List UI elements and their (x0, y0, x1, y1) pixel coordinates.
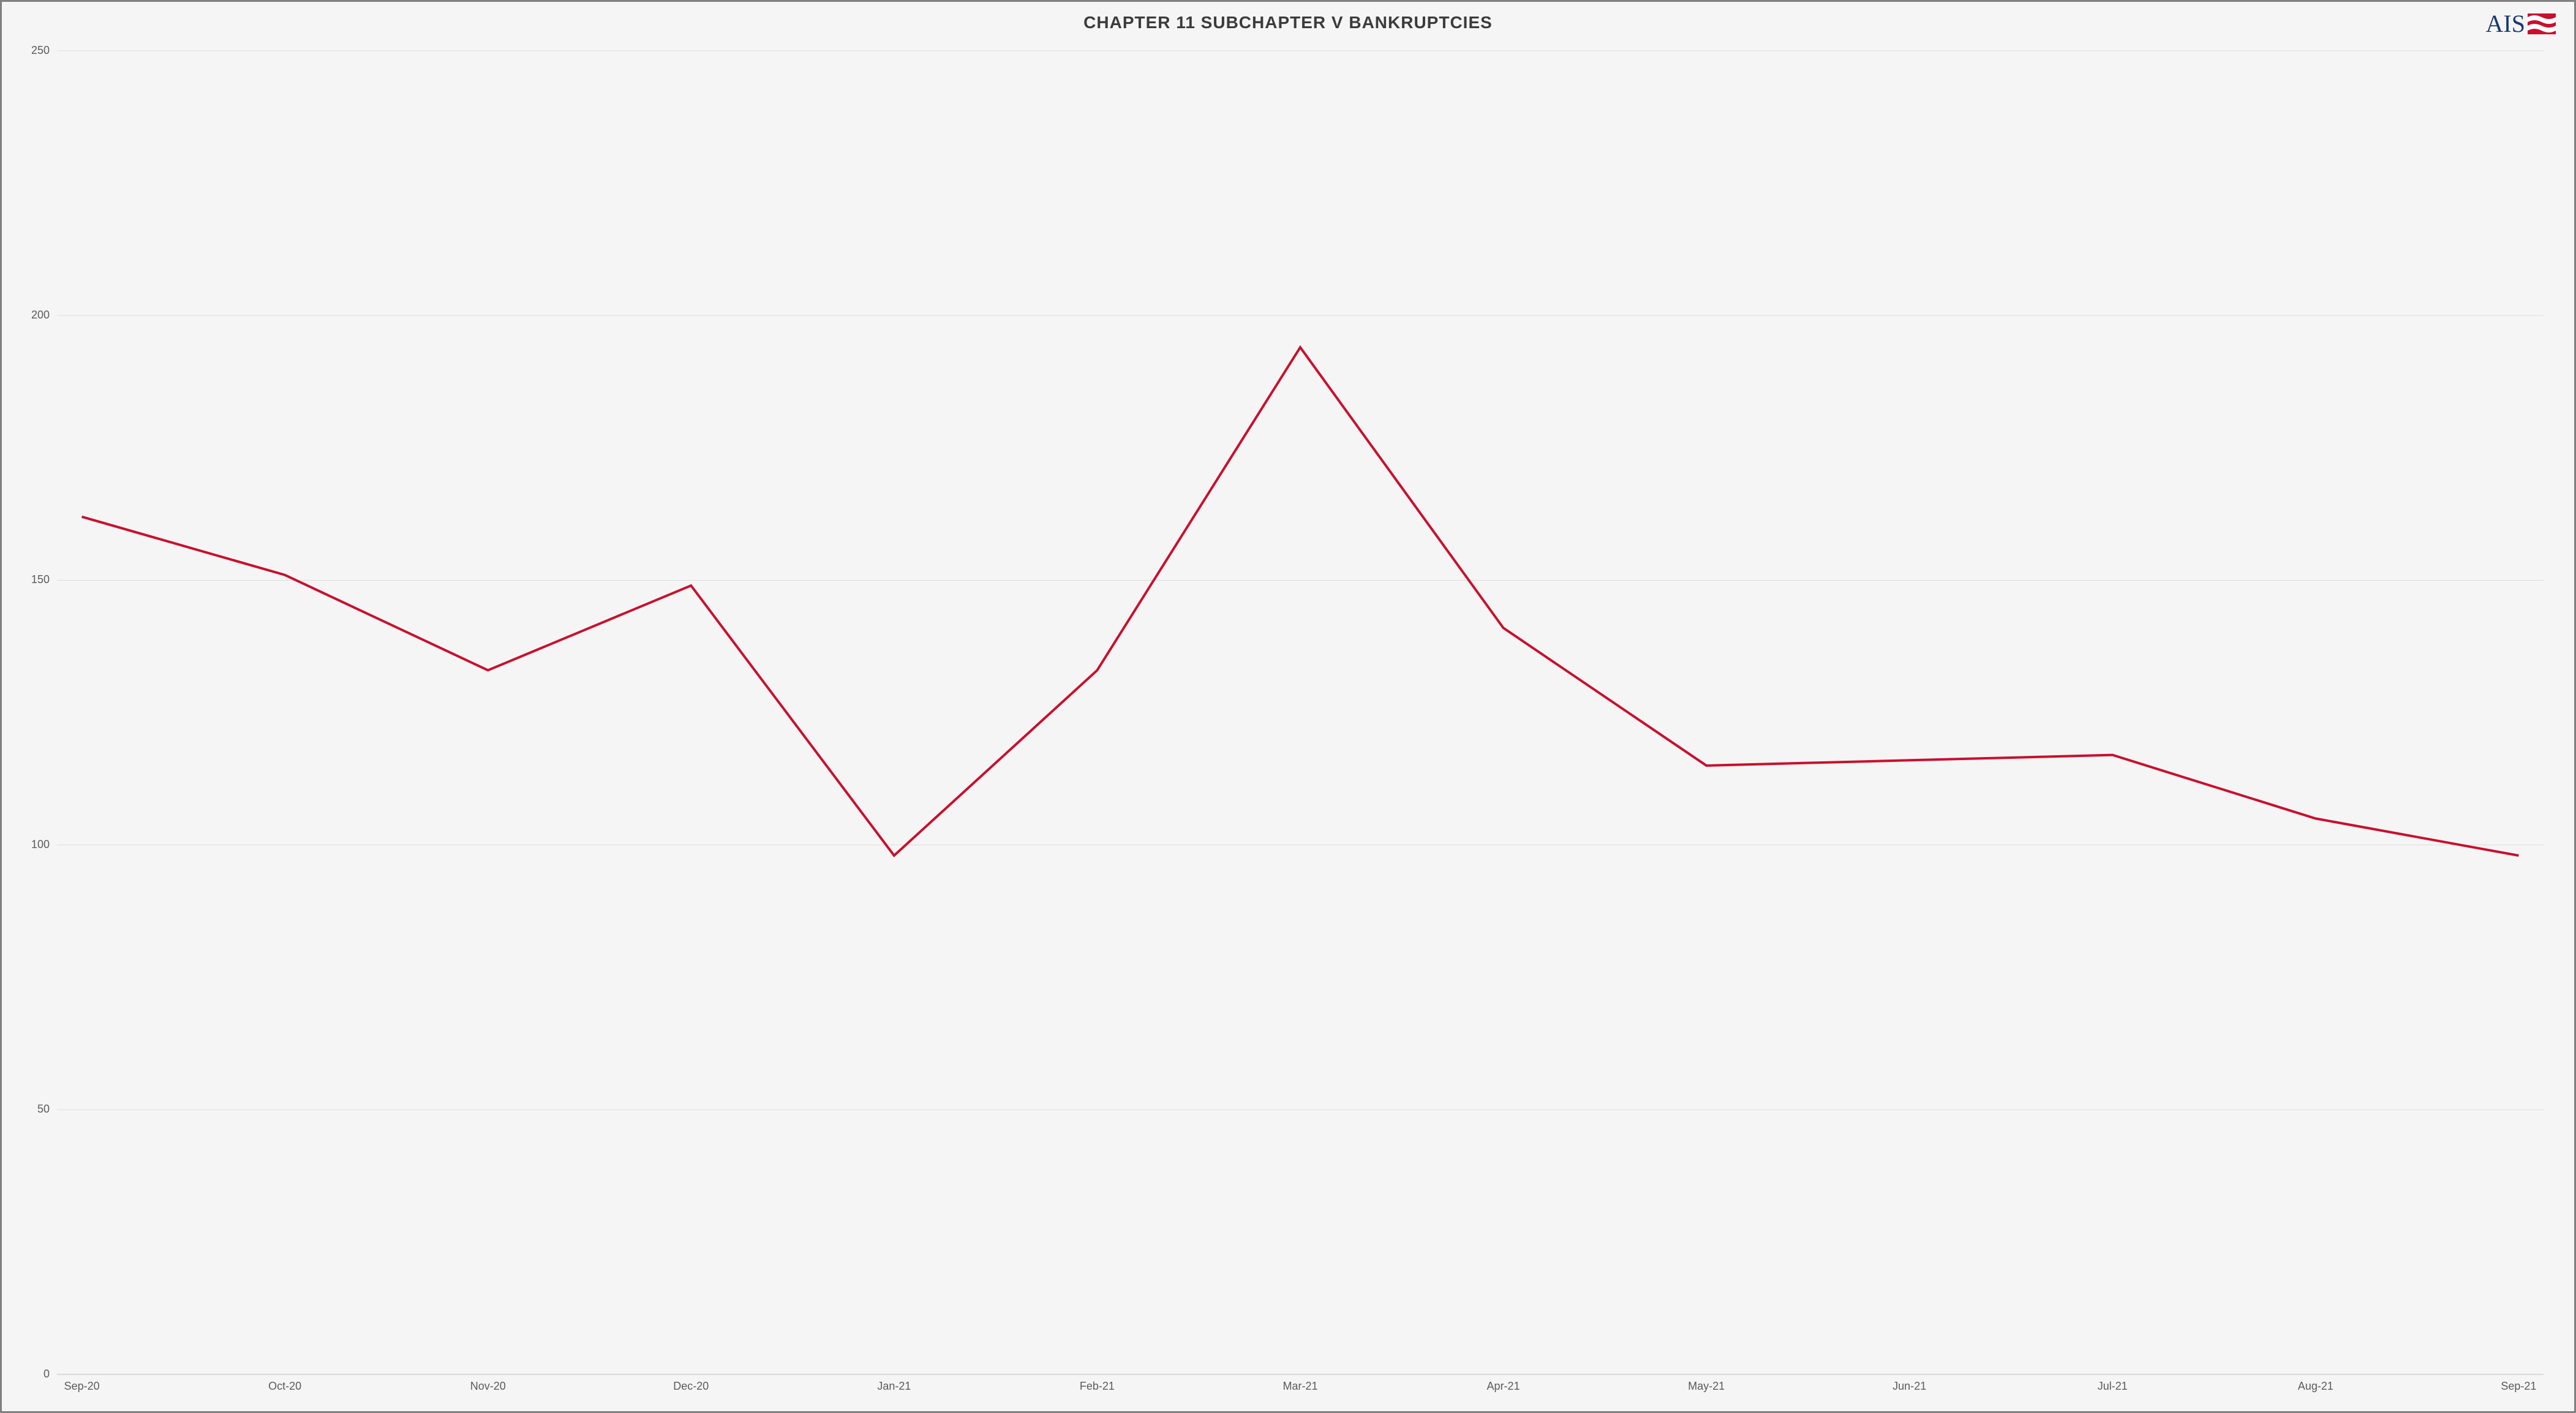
y-tick-label: 100 (31, 838, 50, 850)
chart-plot-area: 0 50 100 150 200 250 Sep-20 Oct-20 Nov-20 Dec-20 J… (14, 45, 2562, 1399)
x-tick-label: Oct-20 (268, 1380, 301, 1392)
x-tick-label: Feb-21 (1080, 1380, 1115, 1392)
x-tick-label: Aug-21 (2298, 1380, 2333, 1392)
title-row: CHAPTER 11 SUBCHAPTER V BANKRUPTCIES AIS (14, 8, 2562, 45)
x-tick-label: Dec-20 (673, 1380, 709, 1392)
x-tick-label: Jun-21 (1892, 1380, 1926, 1392)
y-tick-label: 200 (31, 309, 50, 321)
x-tick-label: Jul-21 (2098, 1380, 2128, 1392)
ais-logo-text: AIS (2486, 9, 2525, 38)
chart-title: CHAPTER 11 SUBCHAPTER V BANKRUPTCIES (14, 13, 2562, 32)
y-tick-label: 250 (31, 45, 50, 56)
ais-logo-flag-icon (2528, 13, 2556, 34)
y-tick-label: 50 (37, 1103, 50, 1115)
x-tick-label: Nov-20 (470, 1380, 506, 1392)
x-tick-label: Apr-21 (1487, 1380, 1520, 1392)
data-line (82, 347, 2519, 856)
x-tick-label: Jan-21 (877, 1380, 911, 1392)
x-tick-label: May-21 (1688, 1380, 1725, 1392)
chart-frame: CHAPTER 11 SUBCHAPTER V BANKRUPTCIES AIS… (0, 0, 2576, 1413)
line-chart-svg: 0 50 100 150 200 250 Sep-20 Oct-20 Nov-20 Dec-20 J… (14, 45, 2562, 1399)
y-tick-label: 150 (31, 573, 50, 586)
x-tick-label: Sep-21 (2501, 1380, 2536, 1392)
y-tick-label: 0 (43, 1368, 50, 1380)
x-tick-label: Mar-21 (1282, 1380, 1317, 1392)
x-tick-label: Sep-20 (64, 1380, 100, 1392)
ais-logo: AIS (2486, 9, 2556, 38)
